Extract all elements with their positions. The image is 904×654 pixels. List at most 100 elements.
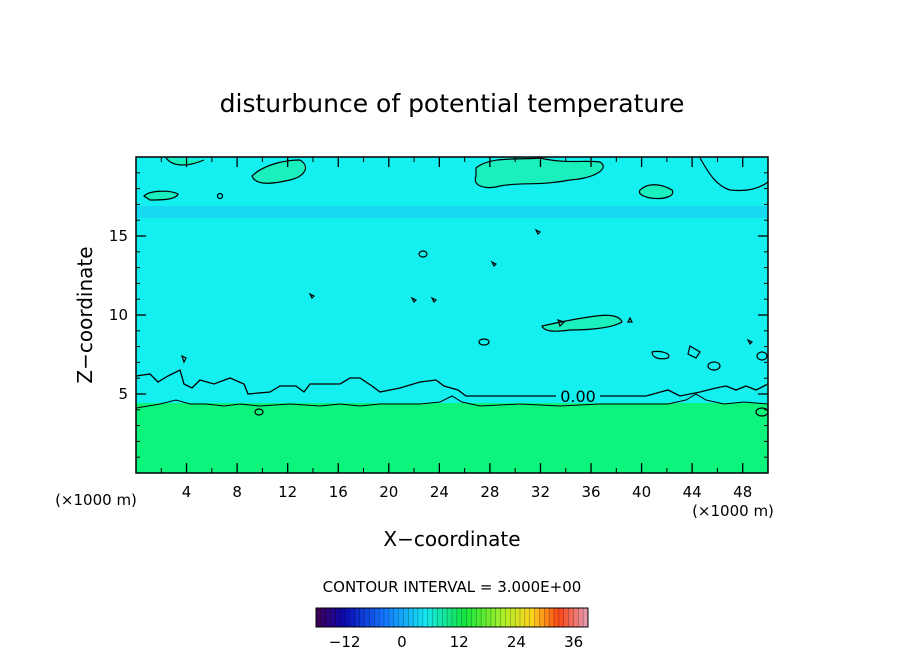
colorbar-cell <box>456 608 463 627</box>
colorbar-cell <box>471 608 477 627</box>
colorbar-cell <box>495 608 501 627</box>
colorbar-cell <box>534 608 540 627</box>
zero-contour <box>135 369 769 397</box>
colorbar-tick-label: 12 <box>450 633 469 651</box>
mid-contour <box>216 192 224 200</box>
x-tick-label: 4 <box>182 483 192 501</box>
plot-area: 0.00 <box>135 156 769 474</box>
x-tick-label: 16 <box>329 483 348 501</box>
colorbar-cell <box>432 608 438 627</box>
mid-contour <box>756 351 768 361</box>
colorbar-cell <box>568 608 574 627</box>
x-axis-ticks: 4 8 12 16 20 24 28 32 36 40 44 48 <box>160 157 752 501</box>
x-tick-label: 20 <box>379 483 398 501</box>
colorbar-cell <box>554 608 560 627</box>
colorbar-cell <box>379 608 385 627</box>
colorbar-cell <box>461 608 467 627</box>
colorbar-cell <box>549 608 555 627</box>
colorbar-cell <box>369 608 375 627</box>
colorbar-cell <box>330 608 336 627</box>
colorbar-cell <box>359 608 365 627</box>
x-tick-label: 40 <box>632 483 651 501</box>
mid-contour <box>687 345 701 359</box>
colorbar-cell <box>345 608 351 627</box>
colorbar-cell <box>316 608 322 627</box>
x-tick-label: 36 <box>581 483 600 501</box>
x-axis-label: X−coordinate <box>383 527 520 551</box>
colorbar-cell <box>505 608 511 627</box>
colorbar-cell <box>578 608 584 627</box>
colorbar-tick-label: 0 <box>397 633 407 651</box>
colorbar-cell <box>573 608 579 627</box>
y-axis-ticks: 5 10 15 <box>109 172 768 458</box>
colorbar-cell <box>558 608 565 627</box>
colorbar-cell <box>340 608 346 627</box>
x-tick-label: 44 <box>683 483 702 501</box>
colorbar-cell <box>364 608 370 627</box>
colorbar-cell <box>408 608 414 627</box>
colorbar-cell <box>320 608 327 627</box>
colorbar-cell <box>437 608 443 627</box>
y-tick-label: 15 <box>109 227 128 245</box>
colorbar-cell <box>350 608 356 627</box>
x-tick-label: 24 <box>430 483 449 501</box>
colorbar-tick-label: 36 <box>564 633 583 651</box>
colorbar-cell <box>325 608 331 627</box>
mid-contour <box>180 228 754 364</box>
colorbar-cell <box>422 608 429 627</box>
upper-patch <box>474 157 604 189</box>
colorbar-cell <box>544 608 550 627</box>
colorbar-cell <box>374 608 380 627</box>
colorbar-cell <box>481 608 487 627</box>
colorbar-cell <box>393 608 399 627</box>
colorbar-ticks: −12 0 12 24 36 <box>329 633 583 651</box>
layer-boundary-contour <box>135 393 769 409</box>
upper-layer-field <box>136 157 768 403</box>
x-tick-label: 28 <box>480 483 499 501</box>
colorbar-cell <box>335 608 341 627</box>
colorbar-frame <box>315 607 589 628</box>
colorbar <box>315 607 589 628</box>
upper-patch <box>165 157 205 166</box>
mid-contour <box>478 338 490 346</box>
upper-patch <box>699 157 769 192</box>
mid-contour <box>707 361 721 371</box>
colorbar-cell <box>476 608 482 627</box>
colorbar-cell <box>539 608 545 627</box>
stable-band <box>136 206 768 218</box>
colorbar-cell <box>403 608 409 627</box>
colorbar-cell <box>447 608 453 627</box>
colorbar-cell <box>466 608 472 627</box>
colorbar-cell <box>486 608 492 627</box>
upper-patch <box>251 159 307 184</box>
zero-contour-label: 0.00 <box>560 387 596 406</box>
contour-interval-text: CONTOUR INTERVAL = 3.000E+00 <box>323 578 582 596</box>
y-tick-label: 10 <box>109 306 128 324</box>
x-tick-label: 48 <box>733 483 752 501</box>
colorbar-cell <box>529 608 535 627</box>
colorbar-cell <box>398 608 404 627</box>
colorbar-cell <box>452 608 458 627</box>
mid-contour <box>254 408 264 416</box>
colorbar-cell <box>583 608 589 627</box>
upper-patch <box>143 190 179 201</box>
colorbar-cell <box>427 608 433 627</box>
colorbar-tick-label: 24 <box>507 633 526 651</box>
colorbar-cell <box>500 608 506 627</box>
mid-contour <box>541 314 623 332</box>
x-unit-label-right: (×1000 m) <box>692 502 774 520</box>
colorbar-cell <box>442 608 448 627</box>
colorbar-cell <box>520 608 526 627</box>
colorbar-cell <box>418 608 424 627</box>
colorbar-cell <box>413 608 419 627</box>
x-unit-label-left: (×1000 m) <box>55 491 137 509</box>
x-tick-label: 32 <box>531 483 550 501</box>
x-tick-label: 8 <box>232 483 242 501</box>
chart-title: disturbunce of potential temperature <box>220 89 685 118</box>
colorbar-cell <box>388 608 395 627</box>
upper-patch <box>638 184 674 200</box>
y-tick-label: 5 <box>118 385 128 403</box>
mid-contour <box>418 250 428 258</box>
colorbar-tick-label: −12 <box>329 633 361 651</box>
